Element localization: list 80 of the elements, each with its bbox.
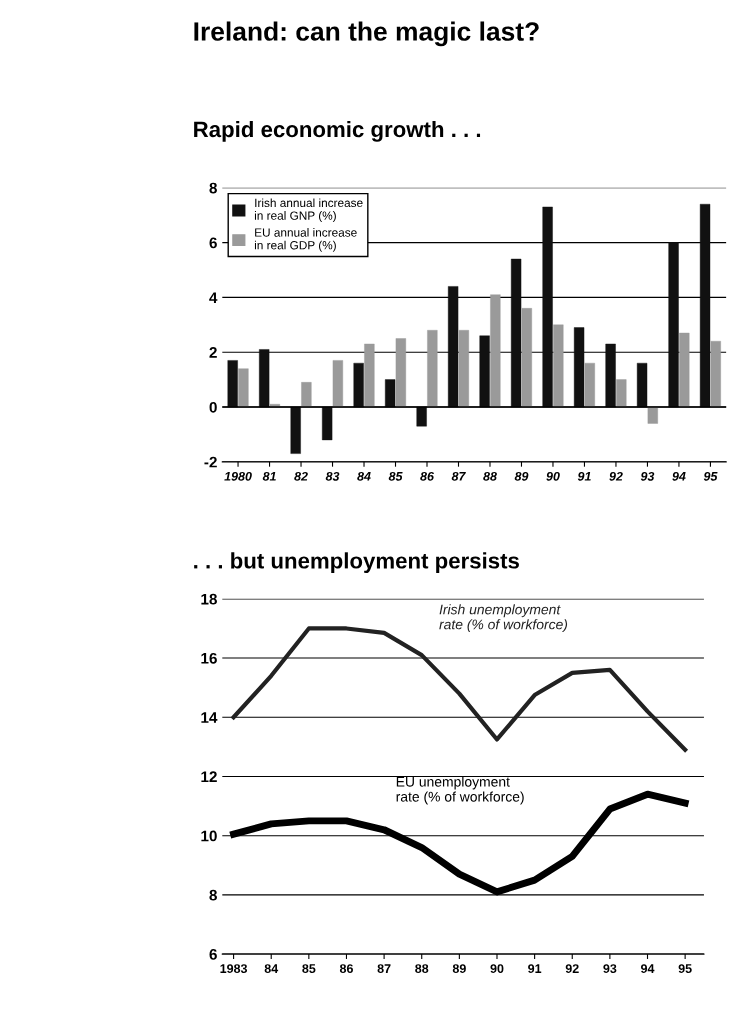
bar [353, 362, 364, 408]
bar [510, 258, 522, 408]
y-tick-label: 14 [201, 712, 218, 723]
bar [490, 294, 501, 408]
bar [605, 343, 616, 408]
x-tick-label: 89 [452, 964, 466, 973]
x-tick-label: 88 [483, 471, 497, 481]
x-tick-label: 87 [451, 471, 466, 481]
bar [647, 406, 658, 424]
y-tick-label: 6 [209, 237, 217, 249]
bar [573, 327, 585, 408]
x-tick-label: 94 [640, 964, 655, 973]
legend-label: EU annual increase in real GDP (%) [254, 228, 357, 252]
x-tick-label: 93 [640, 471, 655, 481]
y-tick-label: 16 [201, 652, 217, 664]
y-tick-label: 18 [201, 593, 217, 605]
x-tick-label: 93 [603, 964, 617, 974]
text: EU unemployment rate (% of workforce) [396, 776, 524, 805]
x-tick-label: 85 [388, 471, 403, 481]
chart-title: . . . but unemployment persists [194, 552, 519, 574]
y-tick-label: 8 [209, 182, 217, 194]
y-tick-label: 8 [209, 889, 217, 901]
bar [427, 330, 438, 408]
bar [553, 324, 564, 408]
x-tick-label: 1980 [224, 471, 252, 481]
y-tick-label: -2 [204, 456, 217, 468]
x-tick-label: 86 [420, 471, 435, 481]
y-tick-label: 12 [201, 771, 217, 783]
bar [679, 332, 690, 408]
x-tick-label: 86 [339, 964, 353, 973]
text: Irish unemployment rate (% of workforce) [439, 604, 568, 633]
y-tick-label: 4 [209, 292, 218, 303]
x-tick-label: 91 [528, 964, 542, 973]
bar [542, 206, 553, 408]
bar [668, 242, 679, 408]
x-tick-label: 85 [302, 964, 316, 973]
x-tick-label: 91 [577, 471, 591, 481]
x-tick-label: 89 [514, 471, 529, 481]
bar [364, 343, 375, 408]
x-tick-label: 95 [703, 471, 718, 481]
bar [290, 406, 301, 454]
bar [699, 204, 711, 408]
bar [458, 330, 469, 408]
bar [227, 360, 238, 408]
x-tick-label: 83 [325, 471, 340, 481]
chart-title: Ireland: can the magic last? [194, 21, 539, 47]
bar [636, 362, 648, 408]
x-tick-label: 1983 [220, 964, 248, 974]
x-tick-label: 87 [377, 964, 391, 973]
bar [385, 379, 396, 408]
bar [259, 349, 270, 408]
bar [395, 338, 406, 408]
x-tick-label: 92 [565, 964, 579, 973]
bar [332, 360, 344, 408]
bar [416, 406, 427, 427]
x-tick-label: 84 [264, 964, 279, 973]
bar [238, 368, 249, 408]
bar [584, 362, 595, 408]
y-tick-label: 6 [209, 948, 217, 960]
legend-label: Irish annual increase in real GNP (%) [254, 198, 363, 223]
x-tick-label: 90 [546, 471, 560, 481]
x-tick-label: 90 [490, 964, 504, 973]
x-tick-label: 88 [415, 964, 429, 973]
bar [616, 379, 627, 408]
x-tick-label: 84 [357, 471, 371, 481]
x-tick-label: 95 [678, 964, 692, 973]
x-tick-label: 81 [262, 471, 276, 481]
bar [521, 308, 532, 408]
y-tick-label: 2 [209, 347, 217, 358]
bar [301, 382, 312, 408]
bar [479, 335, 490, 408]
chart-subtitle: Rapid economic growth . . . [194, 120, 481, 142]
y-tick-label: 0 [209, 401, 217, 413]
x-tick-label: 94 [672, 471, 686, 481]
x-tick-label: 82 [294, 471, 308, 481]
bar [322, 406, 333, 441]
bar [448, 286, 459, 408]
bar [710, 341, 721, 408]
x-tick-label: 92 [609, 471, 623, 481]
y-tick-label: 10 [201, 830, 217, 842]
